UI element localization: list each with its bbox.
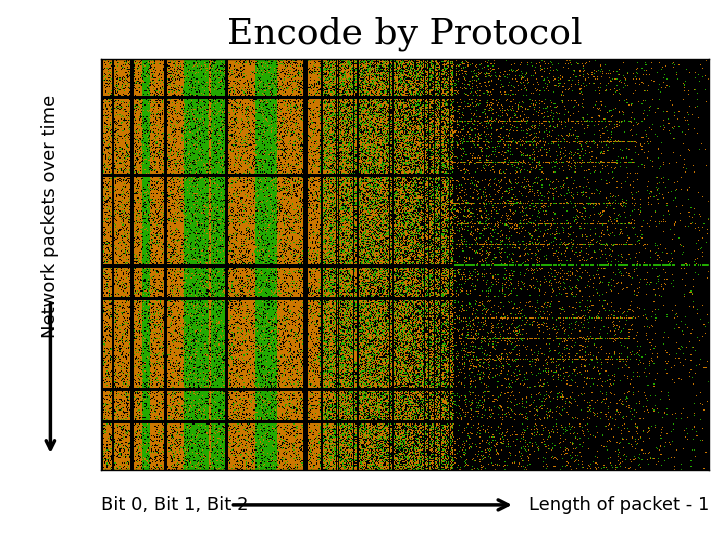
Text: Encode by Protocol: Encode by Protocol bbox=[228, 16, 582, 51]
Text: Network packets over time: Network packets over time bbox=[42, 94, 60, 338]
Text: Length of packet - 1: Length of packet - 1 bbox=[528, 496, 709, 514]
Text: Bit 0, Bit 1, Bit 2: Bit 0, Bit 1, Bit 2 bbox=[101, 496, 248, 514]
